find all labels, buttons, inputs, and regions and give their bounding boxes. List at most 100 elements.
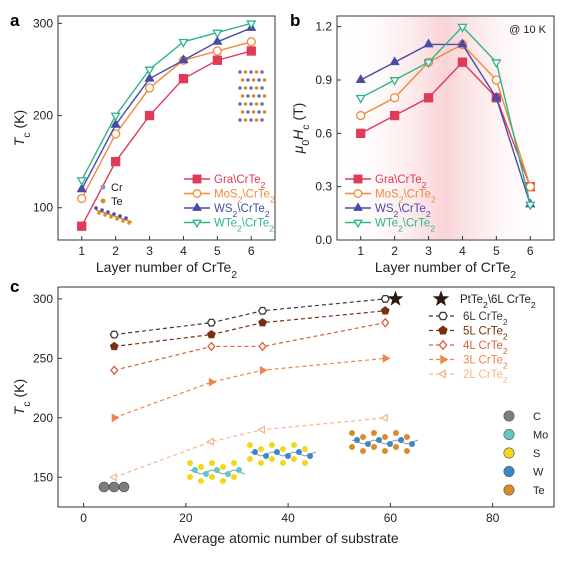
- plot-frame: [57, 15, 276, 241]
- x-axis-title: Layer number of CrTe2: [375, 259, 516, 281]
- series-line-3: [81, 22, 252, 181]
- y-tick-label: 300: [33, 292, 53, 306]
- data-point: [380, 413, 388, 423]
- y-tick-label: 0.0: [315, 233, 332, 247]
- data-point: [423, 38, 434, 48]
- series-line-1: [360, 43, 531, 187]
- atom-label: S: [533, 448, 540, 460]
- x-tick-label: 3: [146, 244, 153, 258]
- legend-label: MoS2\CrTe2: [375, 189, 436, 205]
- panel-label-a: a: [10, 11, 20, 30]
- data-point: [144, 83, 155, 93]
- layered-structure-inset: [238, 70, 267, 122]
- legend-label: Gra\CrTe2: [214, 174, 266, 190]
- x-tick-label: 40: [281, 511, 295, 525]
- legend-marker: [353, 202, 363, 211]
- legend-marker: [438, 311, 448, 321]
- te-atom-icon: [100, 198, 106, 204]
- data-point: [457, 23, 468, 33]
- data-point: [423, 93, 434, 103]
- series-line-2: [81, 27, 252, 190]
- data-point: [110, 156, 121, 167]
- legend-marker: [353, 189, 363, 198]
- legend-marker: [440, 354, 449, 365]
- data-point: [355, 94, 366, 104]
- data-point: [356, 128, 366, 138]
- legend-label: Gra\CrTe2: [375, 174, 427, 190]
- data-point: [525, 182, 535, 192]
- y-tick-label: 200: [33, 109, 53, 123]
- y-axis-title: Tc (K): [11, 110, 33, 146]
- y-tick-label: 250: [33, 351, 53, 365]
- atom-swatch: [503, 410, 515, 422]
- atom-label: W: [533, 467, 544, 479]
- series-line-0: [81, 50, 252, 227]
- series-line-0: [114, 298, 386, 336]
- series-line-3: [114, 357, 386, 419]
- data-point: [212, 35, 223, 45]
- panel-c: c 0 20 40 60 80 150 200 250 300 Tc (K) Average atom…: [10, 277, 555, 546]
- data-point: [246, 20, 257, 30]
- series-line-0: [360, 61, 531, 187]
- x-tick-label: 6: [527, 244, 534, 258]
- x-tick-label: 1: [357, 244, 364, 258]
- atom-label: Te: [533, 485, 545, 497]
- series-line-1: [81, 41, 252, 199]
- y-tick-label: 0.6: [315, 126, 332, 140]
- y-axis-title: Tc (K): [11, 379, 33, 415]
- y-tick-label: 0.3: [315, 180, 332, 194]
- series-line-4: [114, 417, 386, 478]
- x-tick-label: 60: [384, 511, 398, 525]
- series-line-1: [114, 310, 386, 348]
- y-tick-label: 200: [33, 411, 53, 425]
- data-point: [423, 59, 434, 69]
- data-point: [355, 74, 366, 83]
- x-tick-label: 5: [214, 244, 221, 258]
- data-point: [246, 46, 256, 56]
- data-point: [491, 91, 502, 101]
- data-point: [246, 37, 256, 47]
- x-axis-title: Average atomic number of substrate: [173, 530, 399, 546]
- data-point: [525, 201, 536, 211]
- x-tick-label: 2: [112, 244, 119, 258]
- data-point: [208, 377, 217, 387]
- data-point: [144, 66, 155, 76]
- data-point: [259, 365, 268, 375]
- series-line-3: [360, 25, 531, 205]
- series-line-2: [114, 322, 386, 371]
- legend-marker: [192, 189, 202, 198]
- data-point: [258, 318, 267, 327]
- inset-label-te: Te: [111, 196, 123, 208]
- legend-marker-highlight: [432, 290, 450, 307]
- data-point: [381, 317, 390, 328]
- data-point: [380, 306, 390, 315]
- data-point: [77, 193, 87, 204]
- legend-label: WTe2\CrTe2: [214, 218, 274, 234]
- data-point: [389, 93, 400, 103]
- legend-label: 5L CrTe2: [463, 326, 508, 342]
- panel-label-b: b: [290, 11, 300, 30]
- legend-marker: [192, 219, 202, 229]
- data-point: [380, 294, 390, 303]
- atom-swatch: [503, 428, 515, 440]
- data-point: [356, 110, 366, 121]
- data-point: [76, 177, 87, 186]
- y-tick-label: 1.2: [315, 20, 332, 34]
- data-point: [491, 75, 502, 85]
- data-point: [110, 129, 121, 139]
- legend-label: 6L CrTe2: [463, 311, 508, 327]
- data-point: [109, 472, 117, 482]
- x-tick-label: 4: [459, 244, 466, 258]
- x-tick-label: 5: [493, 244, 500, 258]
- y-axis-title: μ0Hc (T): [290, 103, 312, 155]
- data-point: [212, 29, 223, 39]
- cr-atom-icon: [100, 184, 106, 190]
- substrate-structures: [98, 430, 419, 493]
- atom-swatch: [503, 465, 515, 477]
- x-tick-label: 3: [425, 244, 432, 258]
- data-point: [110, 112, 121, 122]
- data-point: [457, 38, 468, 48]
- x-tick-label: 6: [248, 244, 255, 258]
- data-point: [389, 77, 400, 86]
- data-point: [207, 329, 216, 339]
